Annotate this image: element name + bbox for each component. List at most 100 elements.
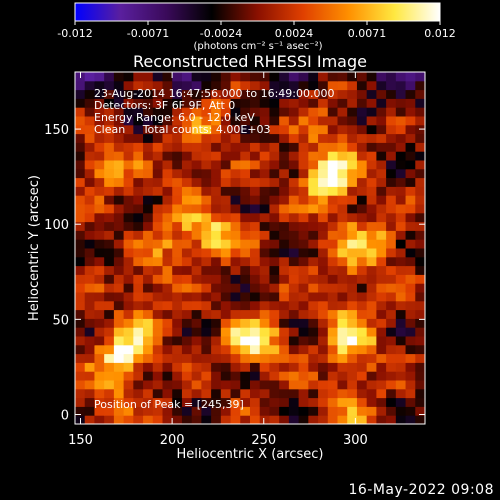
heatmap-cell [113, 142, 125, 152]
heatmap-cell [191, 318, 202, 328]
heatmap-cell [123, 80, 134, 91]
heatmap-cell [84, 177, 95, 187]
heatmap-cell [405, 230, 416, 240]
heatmap-cell [308, 177, 319, 187]
heatmap-cell [337, 80, 348, 91]
heatmap-cell [259, 116, 270, 126]
heatmap-cell [191, 177, 202, 187]
heatmap-cell [318, 186, 329, 196]
heatmap-cell [84, 388, 95, 399]
heatmap-cell [143, 397, 154, 407]
heatmap-cell [133, 248, 144, 258]
heatmap-cell [337, 265, 348, 275]
heatmap-cell [104, 344, 115, 355]
heatmap-cell [113, 124, 125, 135]
heatmap-cell [318, 300, 329, 311]
heatmap-cell [162, 133, 173, 143]
heatmap-cell [240, 168, 251, 179]
heatmap-cell [279, 380, 290, 390]
heatmap-cell [172, 116, 183, 126]
heatmap-cell [327, 336, 338, 346]
heatmap-cell [143, 72, 154, 82]
heatmap-cell [191, 239, 202, 249]
heatmap-cell [376, 292, 387, 302]
heatmap-cell [211, 160, 222, 170]
heatmap-cell [230, 318, 241, 328]
heatmap-cell [405, 344, 416, 355]
heatmap-cell [94, 72, 105, 82]
heatmap-cell [133, 336, 144, 346]
heatmap-cell [191, 274, 202, 284]
heatmap-cell [347, 256, 358, 267]
heatmap-cell [405, 256, 416, 267]
heatmap-cell [288, 327, 300, 337]
heatmap-cell [337, 344, 348, 355]
heatmap-cell [269, 186, 280, 196]
heatmap-cell [395, 230, 407, 240]
heatmap-cell [220, 124, 232, 135]
heatmap-cell [415, 388, 425, 399]
heatmap-cell [318, 239, 329, 249]
heatmap-cell [356, 318, 368, 328]
heatmap-cell [298, 116, 309, 126]
heatmap-cell [327, 309, 338, 319]
heatmap-cell [337, 195, 348, 205]
heatmap-cell [191, 309, 202, 319]
heatmap-cell [279, 265, 290, 275]
heatmap-cell [220, 98, 232, 108]
heatmap-cell [318, 221, 329, 231]
heatmap-cell [172, 124, 183, 135]
heatmap-cell [75, 204, 86, 214]
heatmap-cell [318, 80, 329, 91]
heatmap-cell [181, 151, 193, 161]
heatmap-cell [386, 353, 397, 363]
heatmap-cell [191, 107, 202, 117]
heatmap-cell [181, 80, 193, 91]
heatmap-cell [386, 388, 397, 399]
heatmap-cell [152, 133, 163, 143]
heatmap-cell [259, 327, 270, 337]
heatmap-cell [113, 72, 125, 82]
heatmap-cell [240, 371, 251, 381]
heatmap-cell [347, 248, 358, 258]
heatmap-cell [386, 318, 397, 328]
heatmap-cell [152, 256, 163, 267]
heatmap-cell [279, 283, 290, 293]
heatmap-cell [298, 327, 309, 337]
heatmap-cell [259, 80, 270, 91]
heatmap-cell [347, 353, 358, 363]
heatmap-cell [250, 388, 261, 399]
heatmap-cell [395, 406, 407, 416]
heatmap-cell [395, 124, 407, 135]
heatmap-cell [230, 72, 241, 82]
heatmap-cell [152, 107, 163, 117]
heatmap-cell [211, 239, 222, 249]
heatmap-cell [230, 362, 241, 372]
heatmap-cell [84, 221, 95, 231]
heatmap-cell [415, 160, 425, 170]
heatmap-cell [269, 415, 280, 424]
heatmap-cell [415, 133, 425, 143]
heatmap-cell [84, 415, 95, 424]
heatmap-cell [318, 142, 329, 152]
heatmap-cell [143, 318, 154, 328]
heatmap-cell [191, 362, 202, 372]
heatmap-cell [211, 397, 222, 407]
heatmap-cell [327, 406, 338, 416]
heatmap-cell [181, 89, 193, 99]
heatmap-cell [347, 160, 358, 170]
heatmap-cell [405, 168, 416, 179]
heatmap-cell [84, 116, 95, 126]
y-tick-label: 50 [52, 313, 69, 328]
heatmap-cell [347, 292, 358, 302]
heatmap-cell [133, 221, 144, 231]
heatmap-cell [376, 221, 387, 231]
heatmap-cell [259, 168, 270, 179]
heatmap-cell [366, 221, 377, 231]
heatmap-cell [366, 415, 377, 424]
heatmap-cell [152, 406, 163, 416]
heatmap-cell [75, 186, 86, 196]
heatmap-cell [366, 72, 377, 82]
heatmap-cell [84, 406, 95, 416]
heatmap-cell [133, 151, 144, 161]
